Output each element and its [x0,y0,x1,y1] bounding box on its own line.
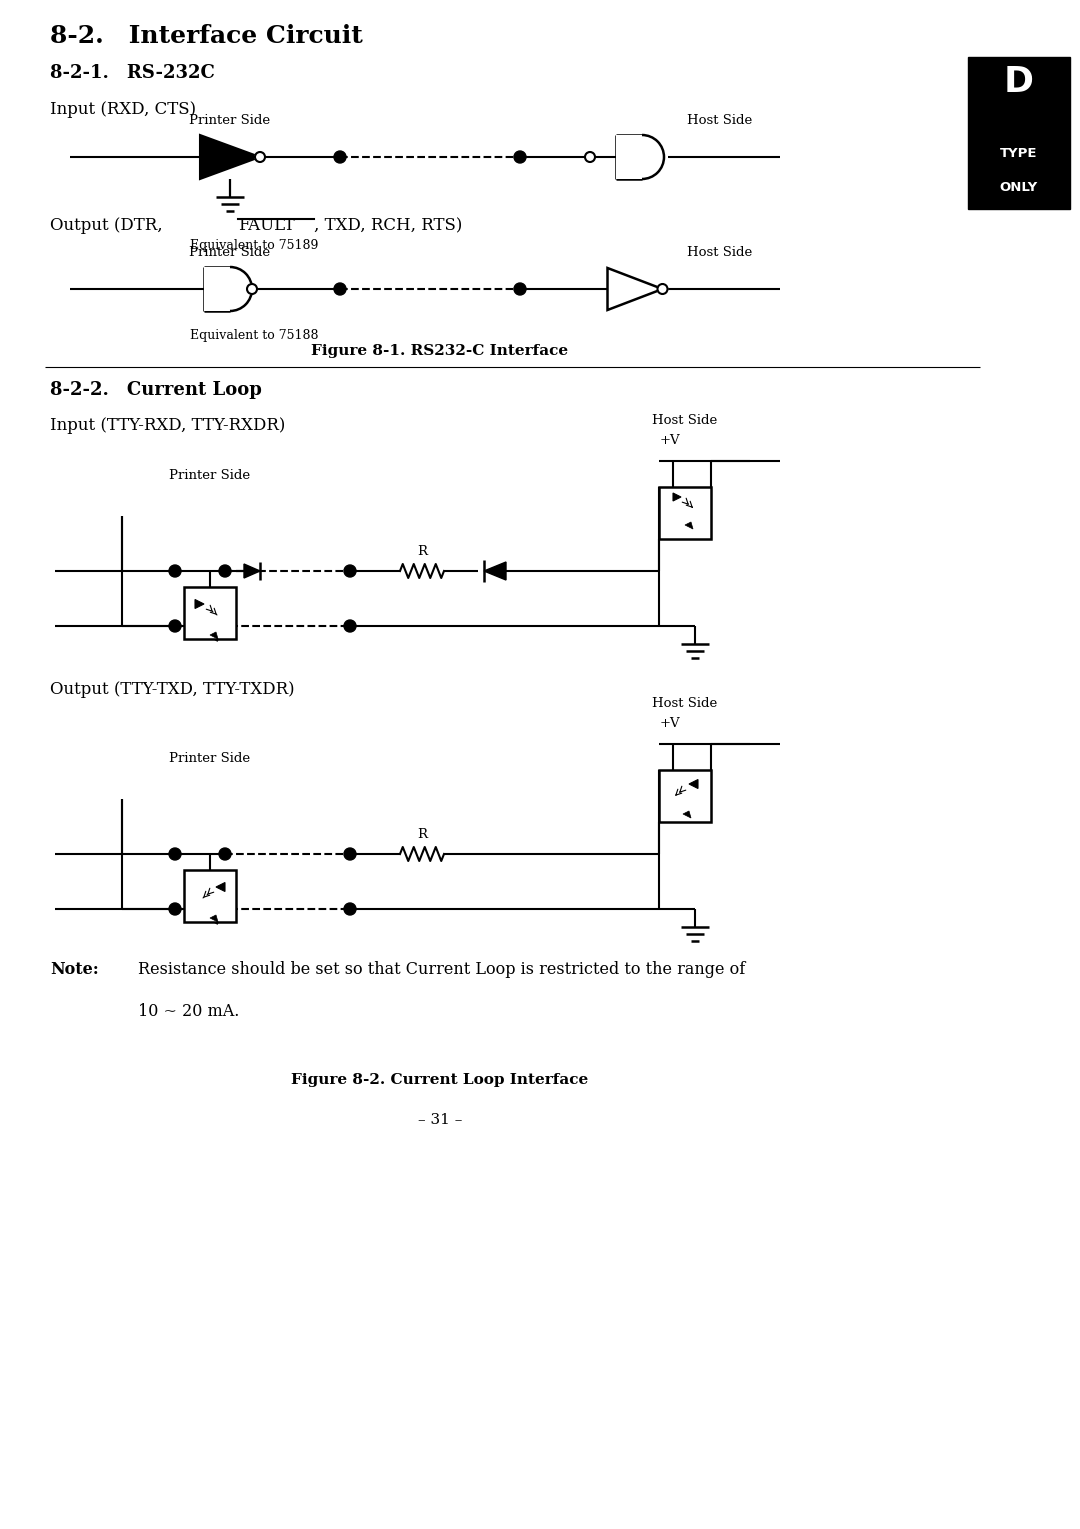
Polygon shape [195,599,204,609]
Text: Host Side: Host Side [652,697,717,709]
Text: Resistance should be set so that Current Loop is restricted to the range of: Resistance should be set so that Current… [138,962,745,979]
Text: Figure 8-2. Current Loop Interface: Figure 8-2. Current Loop Interface [292,1073,589,1087]
Text: 10 ~ 20 mA.: 10 ~ 20 mA. [138,1003,240,1020]
Polygon shape [685,521,693,529]
Text: Printer Side: Printer Side [189,246,271,258]
Circle shape [255,151,265,162]
Polygon shape [484,563,507,579]
Circle shape [345,849,356,859]
Circle shape [585,151,595,162]
Circle shape [219,566,231,576]
Circle shape [334,151,346,164]
Bar [616,135,642,179]
Circle shape [345,619,356,631]
Bar [204,268,230,310]
Text: Printer Side: Printer Side [170,469,251,482]
Text: +V: +V [660,434,680,446]
Text: Note:: Note: [50,962,98,979]
Circle shape [168,849,181,859]
Text: R: R [417,544,427,558]
Circle shape [168,566,181,576]
Wedge shape [230,268,252,310]
Text: Host Side: Host Side [687,115,753,127]
Wedge shape [642,135,664,179]
Polygon shape [607,268,662,310]
Circle shape [219,849,231,859]
Text: Printer Side: Printer Side [170,752,251,764]
Circle shape [345,566,356,576]
Text: Host Side: Host Side [687,246,753,258]
Text: Output (DTR,: Output (DTR, [50,217,167,234]
Polygon shape [200,135,260,179]
Text: Equivalent to 75189: Equivalent to 75189 [190,239,319,252]
Bar [659,488,711,540]
Text: Input (RXD, CTS): Input (RXD, CTS) [50,101,197,118]
Text: , TXD, RCH, RTS): , TXD, RCH, RTS) [314,217,462,234]
Text: – 31 –: – 31 – [418,1113,462,1127]
Polygon shape [689,780,698,789]
Circle shape [345,904,356,914]
Text: Printer Side: Printer Side [189,115,271,127]
Circle shape [658,284,667,294]
Polygon shape [244,564,260,578]
Text: R: R [417,829,427,841]
Circle shape [247,284,257,294]
Text: TYPE: TYPE [1000,147,1038,161]
Text: 8-2-2. Current Loop: 8-2-2. Current Loop [50,381,261,399]
Polygon shape [683,810,691,818]
Circle shape [168,904,181,914]
Text: Input (TTY-RXD, TTY-RXDR): Input (TTY-RXD, TTY-RXDR) [50,417,285,434]
Circle shape [334,283,346,295]
Text: +V: +V [660,717,680,729]
Text: ONLY: ONLY [1000,180,1038,194]
Text: Output (TTY-TXD, TTY-TXDR): Output (TTY-TXD, TTY-TXDR) [50,680,295,699]
Polygon shape [216,882,225,891]
Text: 8-2-1. RS-232C: 8-2-1. RS-232C [50,64,215,83]
Circle shape [514,283,526,295]
Text: Equivalent to 75188: Equivalent to 75188 [190,329,319,342]
Polygon shape [210,631,218,639]
Text: Host Side: Host Side [652,414,717,427]
Circle shape [514,151,526,164]
Bar [184,587,237,639]
Polygon shape [210,914,218,922]
Bar [184,870,237,922]
Bar [659,771,711,823]
Bar [968,57,1070,209]
Text: 8-2. Interface Circuit: 8-2. Interface Circuit [50,24,363,47]
Circle shape [168,619,181,631]
Text: Figure 8-1. RS232-C Interface: Figure 8-1. RS232-C Interface [311,344,568,358]
Text: D: D [1004,66,1034,99]
Polygon shape [673,492,681,502]
Text: FAULT: FAULT [238,217,295,234]
